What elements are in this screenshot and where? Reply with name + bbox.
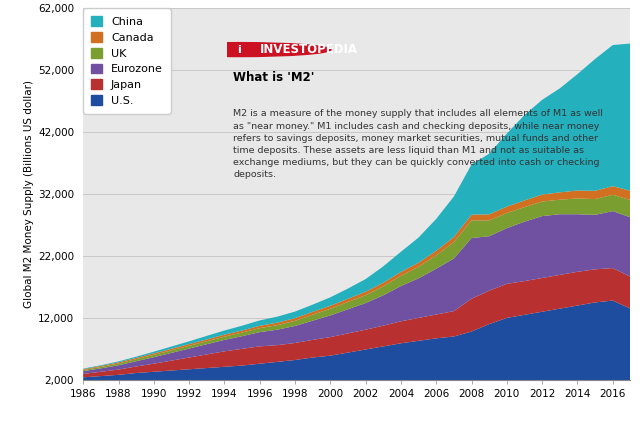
Circle shape [147,43,331,57]
Text: M2 is a measure of the money supply that includes all elements of M1 as well
as : M2 is a measure of the money supply that… [234,109,604,179]
Y-axis label: Global M2 Money Supply (Billions US dollar): Global M2 Money Supply (Billions US doll… [24,80,34,308]
Text: i: i [237,45,241,54]
Legend: China, Canada, UK, Eurozone, Japan, U.S.: China, Canada, UK, Eurozone, Japan, U.S. [83,8,171,114]
Text: INVESTOPEDIA: INVESTOPEDIA [259,43,358,56]
Text: What is 'M2': What is 'M2' [234,71,315,84]
